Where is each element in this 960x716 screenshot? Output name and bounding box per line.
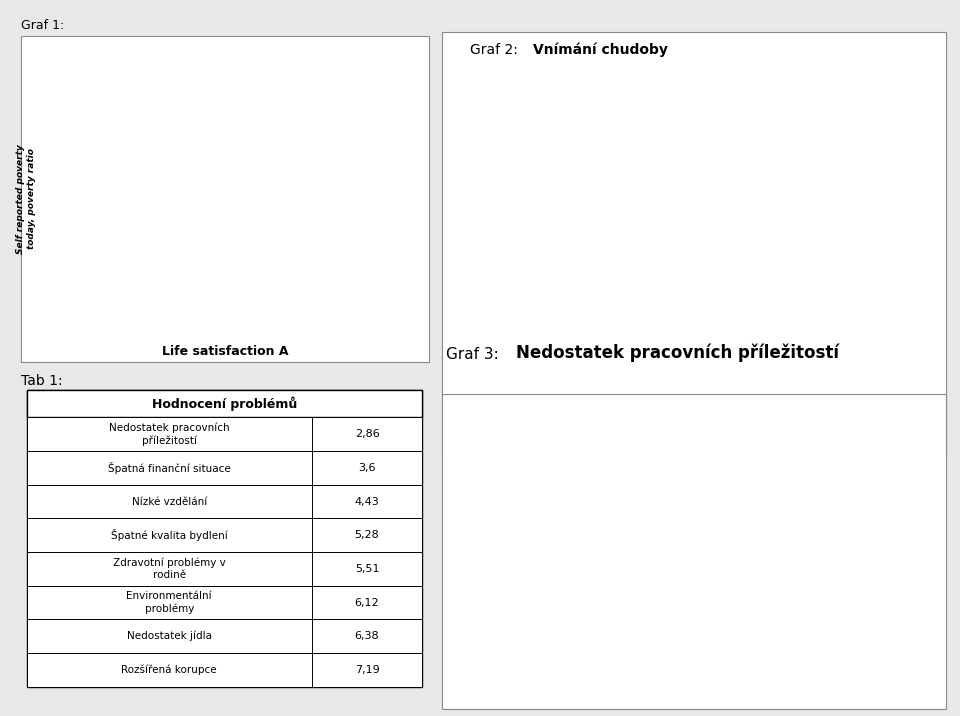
Bar bbox=[533, 135, 590, 390]
Text: Keelathi: Keelathi bbox=[215, 292, 246, 301]
Text: Surakkud: Surakkud bbox=[149, 213, 185, 221]
Text: Kunampat: Kunampat bbox=[161, 102, 201, 111]
Text: Nízké vzdělání: Nízké vzdělání bbox=[132, 497, 207, 506]
Text: Puddukud: Puddukud bbox=[148, 185, 186, 194]
Text: Nedostatek pracovních příležitostí: Nedostatek pracovních příležitostí bbox=[516, 343, 839, 362]
Text: Vendaiya: Vendaiya bbox=[108, 124, 143, 133]
Text: 6,38: 6,38 bbox=[354, 632, 379, 641]
Text: 6,12: 6,12 bbox=[354, 598, 379, 607]
Text: Graf 1:: Graf 1: bbox=[21, 19, 64, 32]
Text: Palaiyap: Palaiyap bbox=[270, 163, 302, 172]
Text: 4,43: 4,43 bbox=[354, 497, 379, 506]
Text: Nedostatek jídla: Nedostatek jídla bbox=[127, 631, 212, 642]
Text: Tab 1:: Tab 1: bbox=[21, 374, 62, 388]
Bar bbox=[637, 369, 694, 390]
Text: Špatná finanční situace: Špatná finanční situace bbox=[108, 462, 230, 474]
Text: 3,6: 3,6 bbox=[358, 463, 375, 473]
Text: Thakkan: Thakkan bbox=[256, 107, 289, 117]
Text: 5,28: 5,28 bbox=[354, 531, 379, 540]
Text: Sengipat: Sengipat bbox=[283, 207, 318, 216]
Bar bbox=[845, 339, 902, 390]
Text: Graf 2:: Graf 2: bbox=[470, 43, 527, 57]
Bar bbox=[741, 305, 798, 390]
Text: Nachiyar: Nachiyar bbox=[304, 135, 339, 144]
Text: Nedostatek pracovních
příležitostí: Nedostatek pracovních příležitostí bbox=[108, 423, 229, 445]
Text: Špatné kvalita bydlení: Špatné kvalita bydlení bbox=[111, 529, 228, 541]
Text: Rozšířená korupce: Rozšířená korupce bbox=[122, 664, 217, 675]
Bar bbox=[692, 644, 738, 655]
Text: Environmentální
problémy: Environmentální problémy bbox=[127, 591, 212, 614]
Bar bbox=[862, 442, 908, 655]
Text: Zdravotní problémy v
rodině: Zdravotní problémy v rodině bbox=[113, 558, 226, 580]
Text: 2,86: 2,86 bbox=[354, 430, 379, 439]
Text: Achampat: Achampat bbox=[91, 163, 131, 172]
Text: Thurusup: Thurusup bbox=[198, 74, 234, 84]
Text: Sanoorap: Sanoorap bbox=[149, 253, 185, 263]
Y-axis label: %: % bbox=[463, 228, 475, 242]
Text: Hodnocení problémů: Hodnocení problémů bbox=[152, 397, 298, 411]
Text: 7,19: 7,19 bbox=[354, 665, 379, 674]
Bar bbox=[522, 637, 568, 655]
Text: Graf 3:: Graf 3: bbox=[446, 347, 509, 362]
Text: Karecolo: Karecolo bbox=[200, 143, 232, 153]
Text: Vnímání chudoby: Vnímání chudoby bbox=[533, 43, 667, 57]
Bar bbox=[607, 609, 654, 655]
Text: Life satisfaction A: Life satisfaction A bbox=[162, 345, 288, 358]
Text: Self reported poverty
today, poverty ratio: Self reported poverty today, poverty rat… bbox=[16, 144, 36, 253]
Text: 5,51: 5,51 bbox=[355, 564, 379, 574]
Bar bbox=[777, 513, 824, 655]
